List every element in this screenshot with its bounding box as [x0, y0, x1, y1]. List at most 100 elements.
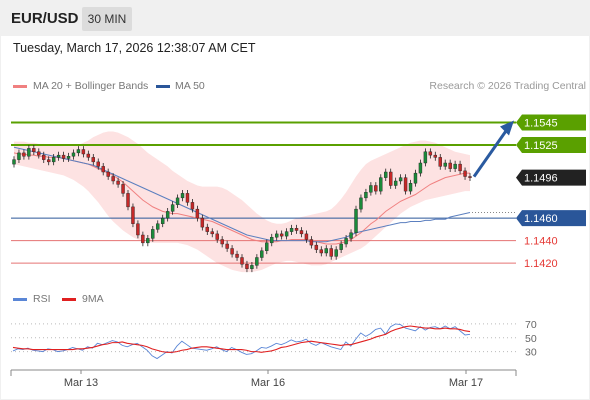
candle-body	[205, 226, 210, 232]
candle-body	[309, 239, 314, 246]
forecast-arrow-shaft	[472, 128, 509, 178]
candle-body	[339, 243, 343, 250]
credit-text: Research © 2026 Trading Central	[429, 80, 586, 92]
candle-body	[463, 170, 467, 177]
candle-body	[270, 237, 274, 244]
candle-body	[160, 217, 165, 224]
candle-body	[438, 157, 442, 167]
candle-body	[27, 148, 31, 157]
candle-body	[126, 193, 130, 208]
candle-body	[86, 153, 91, 158]
x-tick-label-0: Mar 13	[64, 377, 98, 389]
rsi-legend-label: RSI	[33, 293, 51, 305]
level-label-1.1420: 1.1420	[524, 258, 558, 270]
rsi-tick-30: 30	[525, 347, 537, 359]
candle-body	[180, 193, 185, 199]
candle-body	[210, 231, 214, 235]
candle-body	[388, 171, 393, 186]
candle-body	[458, 163, 462, 172]
rsi-series-RSI	[12, 323, 471, 360]
candle-body	[359, 197, 363, 210]
candle-body	[12, 159, 16, 165]
candle-body	[329, 248, 333, 257]
ma20-legend-swatch	[13, 85, 27, 88]
candle-body	[250, 265, 254, 269]
candle-body	[51, 157, 56, 163]
level-label-1.1525: 1.1525	[524, 140, 558, 152]
candle-body	[46, 159, 51, 163]
candle-body	[468, 176, 472, 178]
x-tick-label-1: Mar 16	[251, 377, 285, 389]
ma9-legend-swatch	[62, 298, 76, 301]
timeframe-button[interactable]: 30 MIN	[82, 7, 132, 31]
candle-body	[22, 152, 26, 157]
level-label-1.1545: 1.1545	[524, 118, 558, 130]
candle-body	[71, 152, 76, 157]
candle-body	[344, 238, 348, 245]
candle-body	[76, 149, 81, 154]
candle-body	[240, 257, 244, 265]
candle-body	[175, 197, 180, 205]
candle-body	[284, 231, 289, 237]
rsi-tick-70: 70	[525, 319, 537, 331]
level-label-1.1460-tag	[516, 210, 586, 227]
header-bar: EUR/USD 30 MIN	[0, 0, 590, 36]
candle-body	[32, 148, 36, 152]
rsi-series-9MA	[12, 325, 471, 353]
candle-body	[146, 238, 150, 244]
candle-body	[17, 152, 21, 160]
candle-body	[235, 253, 239, 258]
candle-body	[265, 242, 269, 251]
candle-body	[354, 208, 358, 233]
candle-body	[403, 177, 408, 192]
candle-body	[195, 208, 200, 219]
candle-body	[423, 151, 428, 164]
ma50-legend-swatch	[156, 85, 170, 88]
candle-body	[443, 162, 447, 167]
candle-body	[324, 248, 328, 254]
bollinger-band-fill	[14, 131, 470, 273]
candle-body	[37, 151, 41, 156]
candle-body	[101, 166, 105, 173]
candle-body	[349, 232, 353, 239]
candle-body	[230, 248, 234, 255]
candle-body	[225, 243, 229, 249]
candle-body	[66, 156, 71, 159]
level-label-1.1440: 1.1440	[524, 236, 558, 248]
candle-body	[314, 244, 319, 250]
candle-body	[61, 154, 66, 159]
candle-body	[255, 257, 259, 266]
ma20-legend-label: MA 20 + Bollinger Bands	[33, 80, 149, 92]
candle-body	[165, 211, 170, 219]
candle-body	[398, 177, 403, 182]
candle-body	[279, 233, 284, 237]
ma9-legend-label: 9MA	[82, 293, 104, 305]
candle-body	[42, 154, 46, 160]
candle-body	[364, 192, 368, 199]
candle-body	[200, 217, 205, 228]
candle-body	[274, 233, 279, 238]
candle-body	[111, 176, 115, 182]
candle-body	[156, 223, 160, 230]
rsi-legend-swatch	[13, 298, 27, 301]
candle-body	[170, 204, 175, 212]
candle-body	[141, 234, 145, 244]
candle-body	[81, 149, 86, 155]
candle-body	[185, 193, 190, 203]
candle-body	[384, 171, 388, 178]
candle-body	[131, 206, 135, 224]
candle-body	[121, 184, 125, 194]
candle-body	[369, 185, 373, 193]
x-tick-label-2: Mar 17	[449, 377, 483, 389]
candle-body	[374, 185, 378, 192]
candle-body	[413, 172, 418, 184]
candle-body	[96, 161, 100, 167]
candle-body	[136, 223, 140, 236]
candle-body	[151, 229, 155, 239]
rsi-tick-50: 50	[525, 333, 537, 345]
timestamp: Tuesday, March 17, 2026 12:38:07 AM CET	[13, 41, 256, 55]
candle-body	[453, 163, 457, 169]
candle-body	[116, 180, 120, 185]
ma50-legend-label: MA 50	[175, 80, 205, 92]
